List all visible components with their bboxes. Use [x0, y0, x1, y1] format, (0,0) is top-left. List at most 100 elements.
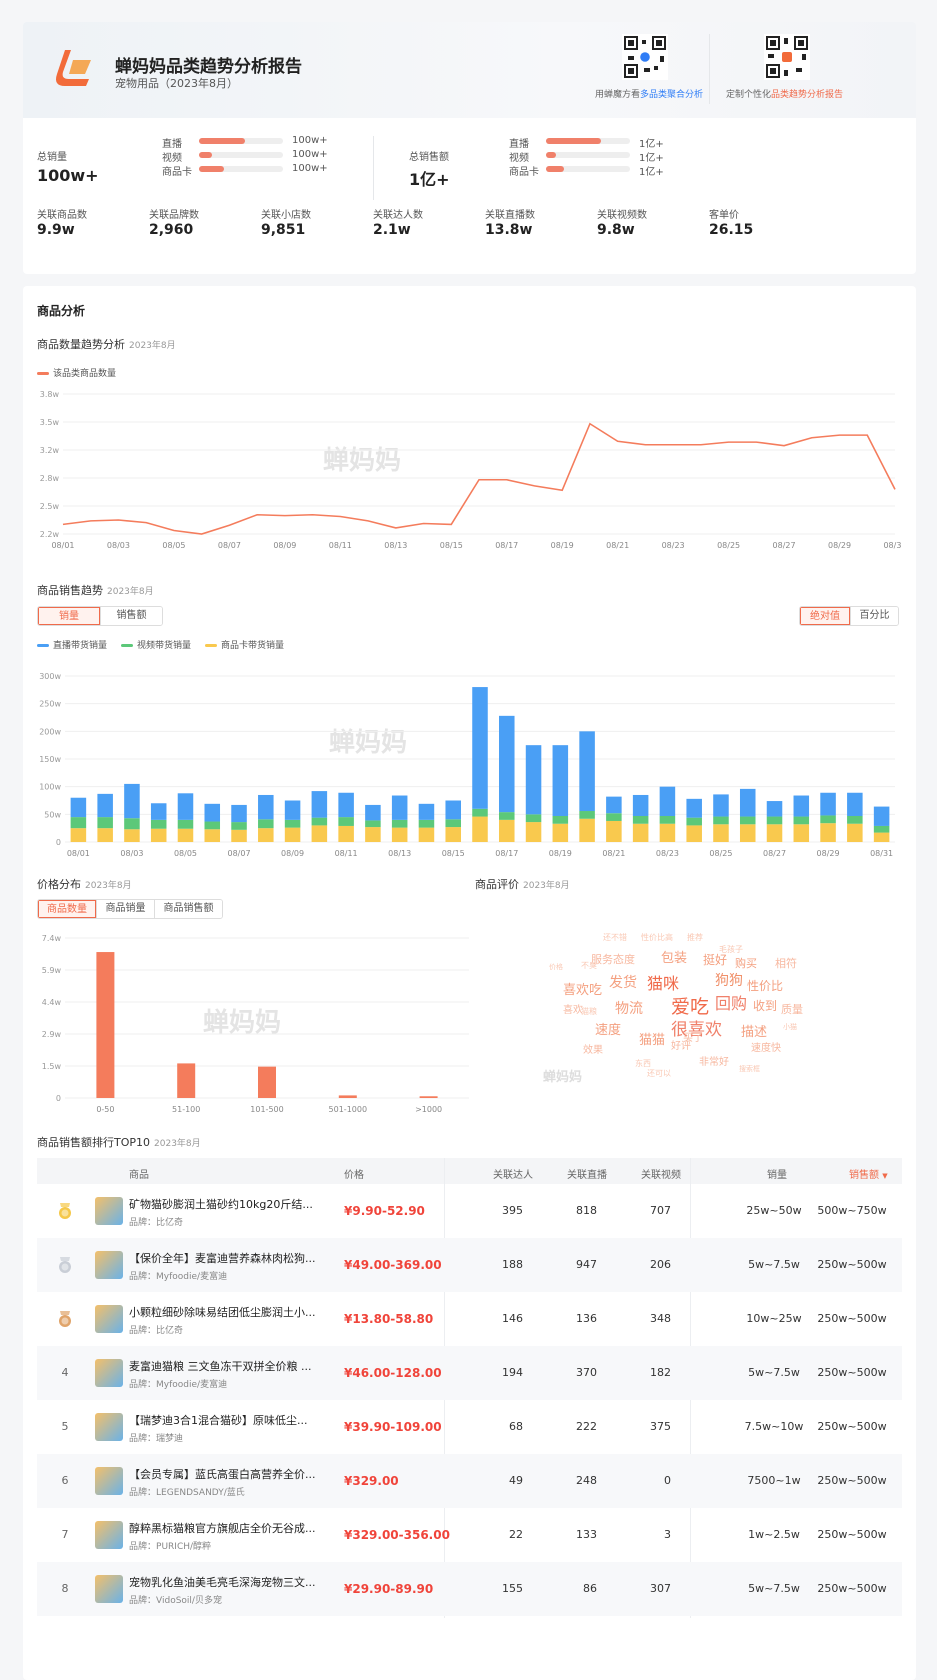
x-tick-label: 08/21 [602, 849, 625, 858]
bar-segment [659, 815, 676, 824]
sort-desc-icon: ▼ [882, 1172, 888, 1180]
channel-label: 商品卡 [509, 167, 539, 178]
bar-segment [231, 822, 247, 830]
bar-segment [552, 745, 569, 816]
table-row[interactable]: 7 醇粹黑标猫粮官方旗舰店全价无谷成... 品牌：PURICH/醇粹 ¥329.00-… [37, 1508, 902, 1562]
col-lives[interactable]: 关联直播 [567, 1170, 607, 1181]
mode-percent[interactable]: 百分比 [850, 607, 898, 625]
table-row[interactable]: 6 【会员专属】蓝氏高蛋白高营养全价... 品牌：LEGENDSANDY/蓝氏 ¥32… [37, 1454, 902, 1508]
sales-range: 5w~7.5w [748, 1258, 800, 1271]
bar-segment [632, 794, 649, 816]
count-trend-chart: 2.2w 2.5w 2.8w 3.2w 3.5w 3.8w 08/01 08/03 08/05 0… [40, 390, 902, 550]
tab-sales-volume[interactable]: 销量 [38, 607, 100, 625]
mode-absolute[interactable]: 绝对值 [800, 607, 850, 625]
review-keyword: 买了 [683, 1033, 703, 1044]
col-gmv[interactable]: 销售额 ▼ [849, 1170, 888, 1181]
bar-segment [713, 824, 729, 842]
bar-segment [579, 811, 595, 819]
sales-range: 10w~25w [746, 1312, 802, 1325]
channel-fill [199, 152, 212, 158]
tab-product-count[interactable]: 商品数量 [38, 900, 96, 918]
bar-segment [258, 819, 274, 829]
gmv-range: 250w~500w [817, 1258, 887, 1271]
channel-row: 商品卡 100w+ [162, 163, 342, 178]
review-keyword: 小猫 [783, 1023, 797, 1031]
watermark-logo: 蝉妈妈 [543, 1070, 583, 1085]
product-name[interactable]: 小颗粒细砂除味易结团低尘膨润土小... [129, 1306, 316, 1319]
tab-sales-amount[interactable]: 销售额 [100, 607, 162, 625]
x-tick-label: 08/27 [773, 541, 796, 550]
channel-label: 直播 [162, 139, 182, 150]
table-row[interactable]: 小颗粒细砂除味易结团低尘膨润土小... 品牌：比亿奇 ¥13.80-58.80 146… [37, 1292, 902, 1346]
sales-trend-legend: 直播带货销量 视频带货销量 商品卡带货销量 [37, 638, 298, 651]
review-keyword: 还可以 [647, 1069, 671, 1078]
bar-segment [686, 825, 702, 842]
channel-fill [546, 152, 556, 158]
bar-segment [713, 816, 729, 825]
table-row[interactable]: 【保价全年】麦富迪营养森林肉松狗... 品牌：Myfoodie/麦富迪 ¥49.00… [37, 1238, 902, 1292]
table-row[interactable]: 4 麦富迪猫粮 三文鱼冻干双拼全价粮 ... 品牌：Myfoodie/麦富迪 ¥46.… [37, 1346, 902, 1400]
rank-number: 8 [61, 1582, 69, 1595]
review-keyword: 相符 [775, 957, 797, 970]
bar-segment [847, 823, 863, 842]
medal-icon [59, 1311, 71, 1327]
review-keyword: 还不错 [603, 933, 627, 942]
table-row[interactable]: 5 【瑞梦迪3合1混合猫砂】原味低尘... 品牌：瑞梦迪 ¥39.90-109.00 6… [37, 1400, 902, 1454]
product-name[interactable]: 【会员专属】蓝氏高蛋白高营养全价... [129, 1468, 316, 1481]
review-keyword: 质量 [781, 1003, 803, 1016]
bar-segment [632, 815, 649, 824]
bar-segment [552, 823, 569, 842]
price-bar [258, 1066, 276, 1098]
product-price: ¥39.90-109.00 [344, 1420, 442, 1434]
live-count: 248 [576, 1474, 597, 1487]
bar-segment [418, 827, 435, 842]
product-name[interactable]: 醇粹黑标猫粮官方旗舰店全价无谷成... [129, 1522, 316, 1535]
product-name[interactable]: 【保价全年】麦富迪营养森林肉松狗... [129, 1252, 316, 1265]
qr2-caption-link[interactable]: 品类趋势分析报告 [771, 90, 844, 100]
product-name[interactable]: 【瑞梦迪3合1混合猫砂】原味低尘... [129, 1414, 308, 1427]
table-row[interactable]: 8 宠物乳化鱼油美毛亮毛深海宠物三文... 品牌：VidoSoil/贝多宠 ¥29.9… [37, 1562, 902, 1616]
bar-segment [499, 715, 515, 813]
price-bar [96, 952, 115, 1098]
table-row[interactable]: 矿物猫砂膨润土猫砂约10kg20斤结... 品牌：比亿奇 ¥9.90-52.90 39… [37, 1184, 902, 1238]
metric-value: 9.8w [597, 222, 635, 238]
x-tick-label: 08/25 [717, 541, 740, 550]
live-count: 133 [576, 1528, 597, 1541]
product-price: ¥49.00-369.00 [344, 1258, 442, 1272]
metric-value: 2.1w [373, 222, 411, 238]
influencer-count: 188 [502, 1258, 523, 1271]
gmv-range: 500w~750w [817, 1204, 887, 1217]
x-tick-label: 08/01 [51, 541, 74, 550]
sales-range: 25w~50w [746, 1204, 802, 1217]
metric-value: 2,960 [149, 222, 194, 238]
report-subtitle: 宠物用品（2023年8月） [115, 77, 238, 90]
channel-row: 直播 1亿+ [509, 135, 689, 150]
bar-segment [418, 819, 435, 828]
bar-segment [472, 816, 488, 842]
channel-value: 1亿+ [639, 153, 664, 164]
review-keyword: 不臭 [581, 961, 597, 970]
x-tick-label: 08/23 [656, 849, 679, 858]
bar-segment [820, 792, 836, 816]
col-sales[interactable]: 销量 [767, 1170, 787, 1181]
review-keyword: 包装 [661, 951, 688, 966]
product-name[interactable]: 麦富迪猫粮 三文鱼冻干双拼全价粮 ... [129, 1360, 312, 1373]
col-influencers[interactable]: 关联达人 [493, 1170, 533, 1181]
bar-segment [418, 803, 435, 820]
review-keyword: 猫粮 [581, 1007, 597, 1016]
bar-segment [739, 816, 756, 825]
qr1-caption-link[interactable]: 多品类聚合分析 [640, 90, 704, 100]
product-name[interactable]: 矿物猫砂膨润土猫砂约10kg20斤结... [129, 1198, 313, 1211]
bar-segment [258, 794, 274, 820]
tab-product-sales[interactable]: 商品销量 [96, 900, 154, 918]
top10-title: 商品销售额排行TOP10 2023年8月 [37, 1136, 201, 1149]
bar-segment [124, 818, 140, 830]
tab-product-gmv[interactable]: 商品销售额 [154, 900, 222, 918]
col-videos[interactable]: 关联视频 [641, 1170, 681, 1181]
x-tick-label: 08/09 [281, 849, 304, 858]
medal-icon [59, 1203, 71, 1219]
product-price: ¥29.90-89.90 [344, 1582, 434, 1596]
product-name[interactable]: 宠物乳化鱼油美毛亮毛深海宠物三文... [129, 1576, 316, 1589]
bar-segment [311, 825, 328, 842]
product-brand: 品牌：瑞梦迪 [129, 1434, 184, 1444]
